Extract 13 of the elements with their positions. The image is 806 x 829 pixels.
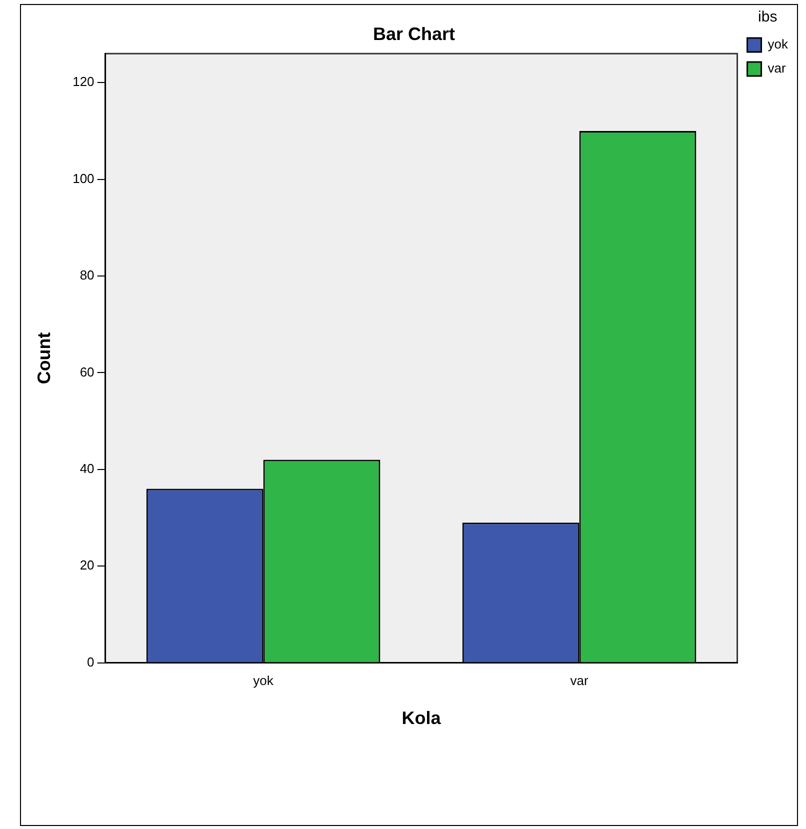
legend-label: yok [768, 36, 788, 52]
y-tick-label: 60 [80, 364, 94, 380]
chart-title: Bar Chart [372, 24, 456, 44]
x-axis-title: Kola [402, 708, 442, 728]
y-tick-label: 20 [80, 558, 94, 573]
y-axis-title: Count [34, 332, 54, 384]
y-tick-label: 120 [72, 74, 94, 90]
legend-title: ibs [758, 8, 778, 26]
y-tick-label: 100 [72, 170, 94, 186]
y-tick-label: 80 [80, 268, 94, 283]
y-tick-label: 0 [87, 654, 94, 670]
y-tick-label: 40 [80, 460, 94, 476]
legend-label: var [768, 60, 786, 76]
